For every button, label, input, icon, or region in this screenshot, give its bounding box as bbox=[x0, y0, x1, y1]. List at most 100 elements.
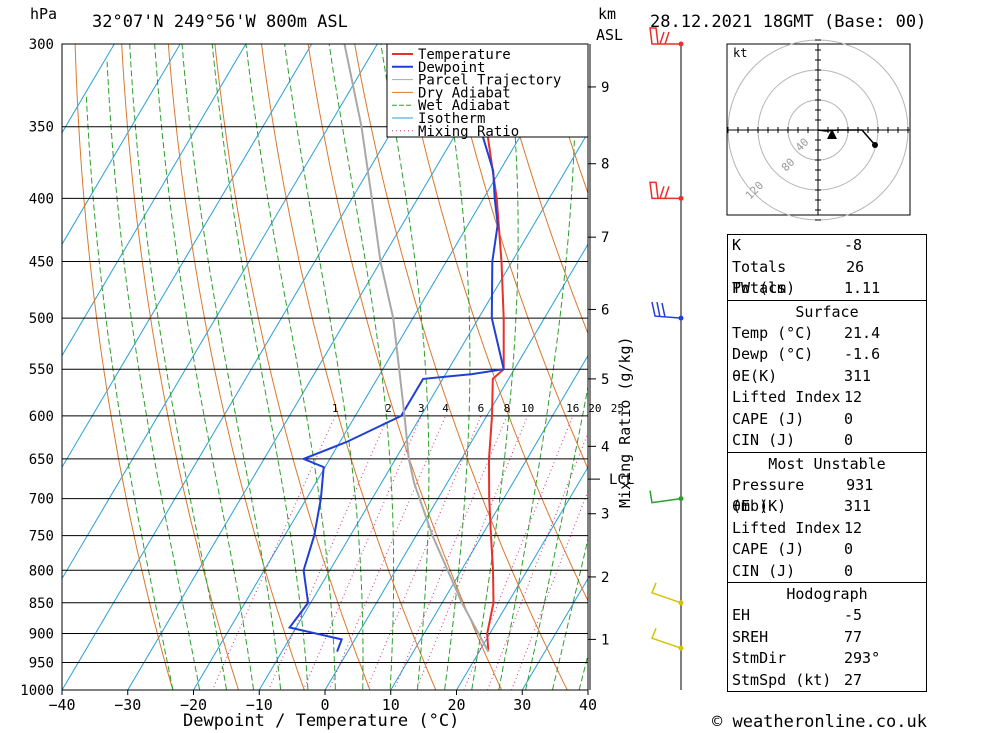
surface-row: θE(K) 311 bbox=[728, 366, 926, 388]
hodograph-row: StmDir 293° bbox=[728, 648, 926, 670]
pressure-tick-label: 850 bbox=[29, 596, 54, 612]
pressure-tick-label: 950 bbox=[29, 655, 54, 671]
mixing-ratio-label: 1 bbox=[332, 402, 339, 415]
height-tick-label: 5 bbox=[601, 372, 609, 388]
surface-value: 0 bbox=[844, 431, 854, 449]
indices-table: K -8 Totals Totals 26 PW (cm) 1.11 Surface Te… bbox=[727, 234, 927, 692]
height-tick-label: 9 bbox=[601, 80, 609, 96]
wet-adiabat-line bbox=[129, 44, 228, 690]
legend-box bbox=[386, 43, 589, 138]
temp-tick-label: 30 bbox=[513, 696, 531, 714]
mixing-ratio-line bbox=[393, 415, 508, 690]
temp-tick-label: 20 bbox=[447, 696, 465, 714]
x-axis-title: Dewpoint / Temperature (°C) bbox=[183, 711, 459, 731]
surface-value: 12 bbox=[844, 388, 863, 406]
pressure-tick-label: 450 bbox=[29, 255, 54, 271]
hodograph-value: 77 bbox=[844, 627, 863, 646]
index-row: PW (cm) 1.11 bbox=[728, 278, 926, 300]
height-axis: 1 2 3 4 5 6 7 8 9 LCL bbox=[588, 44, 634, 690]
hodograph-row: EH -5 bbox=[728, 605, 926, 627]
wet-adiabat-line bbox=[211, 44, 309, 690]
index-row: K -8 bbox=[728, 235, 926, 257]
mixing-ratio-label: 8 bbox=[504, 402, 511, 415]
location-title: 32°07'N 249°56'W 800m ASL bbox=[92, 12, 348, 32]
hodograph-label: EH bbox=[732, 606, 751, 624]
wind-barb-flag bbox=[659, 31, 670, 45]
mixing-ratio-line bbox=[510, 489, 588, 690]
pressure-unit: hPa bbox=[30, 5, 57, 23]
hodograph-title: Hodograph bbox=[728, 582, 926, 605]
height-tick-label: 7 bbox=[601, 230, 609, 246]
temp-tick-label: −30 bbox=[114, 696, 141, 714]
surface-value: 0 bbox=[844, 409, 854, 428]
isotherm-line bbox=[62, 44, 444, 690]
dry-adiabat-line bbox=[260, 44, 437, 690]
wind-barb-dot bbox=[678, 645, 684, 651]
height-tick-label: 3 bbox=[601, 507, 609, 523]
wind-barb bbox=[651, 627, 684, 651]
most-unstable-row: Lifted Index 12 bbox=[728, 518, 926, 540]
temp-tick-label: −40 bbox=[48, 696, 75, 714]
dry-adiabat-line bbox=[989, 0, 1000, 716]
most-unstable-value: 0 bbox=[844, 561, 854, 580]
index-row: Totals Totals 26 bbox=[728, 257, 926, 298]
mixing-ratio-label: 2 bbox=[385, 402, 392, 415]
temp-tick-label: 0 bbox=[320, 696, 329, 714]
most-unstable-label: CIN (J) bbox=[732, 561, 796, 580]
wind-barb-shape bbox=[649, 181, 681, 200]
wind-barb-shape bbox=[649, 490, 682, 504]
wind-barb-dot bbox=[678, 315, 684, 321]
height-tick-label: 2 bbox=[601, 570, 609, 586]
most-unstable-label: θE (K) bbox=[732, 497, 787, 515]
wind-barb-shape bbox=[651, 582, 682, 604]
hodograph-row: StmSpd (kt) 27 bbox=[728, 670, 926, 692]
legend-label: Parcel Trajectory bbox=[418, 73, 561, 89]
index-label: K bbox=[732, 236, 742, 254]
surface-row: Dewp (°C) -1.6 bbox=[728, 344, 926, 366]
pressure-tick-label: 350 bbox=[29, 120, 54, 136]
hodograph-label: StmSpd (kt) bbox=[732, 670, 832, 689]
height-tick-label: 8 bbox=[601, 157, 609, 173]
isotherm-line bbox=[62, 44, 247, 357]
surface-value: 311 bbox=[844, 366, 872, 385]
storm-motion-marker bbox=[827, 129, 837, 139]
mixing-ratio-line bbox=[486, 431, 588, 690]
mixing-ratio-label: 16 bbox=[566, 402, 579, 415]
mixing-ratio-label: 6 bbox=[478, 402, 485, 415]
isotherm-line bbox=[0, 0, 111, 716]
wet-adiabat-line bbox=[154, 44, 255, 690]
isotherm-line bbox=[390, 354, 588, 690]
most-unstable-value: 931 bbox=[846, 475, 874, 494]
mixing-ratio-label: 25 bbox=[611, 402, 624, 415]
isotherm-line bbox=[62, 44, 313, 469]
hodograph-endpoint bbox=[872, 142, 878, 148]
temp-tick-label: 40 bbox=[579, 696, 597, 714]
axes: 3003504004505005506006507007508008509009… bbox=[20, 37, 597, 714]
most-unstable-label: CAPE (J) bbox=[732, 540, 805, 558]
legend-label: Isotherm bbox=[418, 111, 485, 127]
dry-adiabat-line bbox=[307, 44, 503, 690]
wet-adiabat-line bbox=[245, 44, 336, 690]
wind-barb bbox=[651, 301, 684, 321]
most-unstable-value: 0 bbox=[844, 540, 854, 558]
hodograph-label: SREH bbox=[732, 627, 769, 646]
wet-adiabat-line bbox=[328, 44, 395, 690]
surface-label: Dewp (°C) bbox=[732, 345, 814, 363]
isotherm-line bbox=[258, 131, 588, 690]
most-unstable-value: 311 bbox=[844, 497, 872, 515]
legend-label: Dewpoint bbox=[418, 60, 485, 76]
index-value: 1.11 bbox=[844, 279, 881, 297]
surface-value: -1.6 bbox=[844, 345, 881, 363]
index-label: PW (cm) bbox=[732, 279, 796, 297]
wind-barb-flag bbox=[659, 186, 670, 199]
pressure-tick-label: 400 bbox=[29, 191, 54, 207]
hodograph-unit: kt bbox=[733, 46, 747, 60]
wind-barb-dot bbox=[678, 41, 684, 47]
pressure-tick-label: 700 bbox=[29, 492, 54, 508]
hodograph-value: 27 bbox=[844, 670, 863, 689]
dry-adiabat-line bbox=[214, 44, 371, 690]
hodograph-value: 293° bbox=[844, 649, 881, 667]
height-tick-label: 1 bbox=[601, 632, 609, 648]
mixing-ratio-label: 4 bbox=[442, 402, 449, 415]
